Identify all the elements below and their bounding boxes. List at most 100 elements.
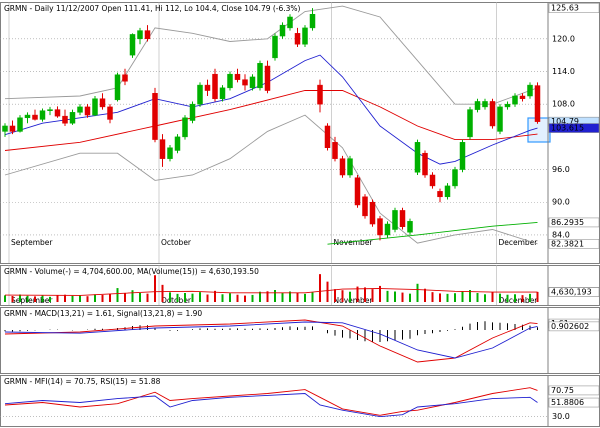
candle-body — [309, 14, 316, 29]
volume-bar — [109, 293, 111, 302]
candle-body — [504, 103, 511, 108]
candle-body — [182, 117, 188, 138]
candle-body — [497, 106, 503, 132]
candle-body — [287, 16, 293, 29]
value-marker — [548, 385, 600, 396]
volume-bar — [266, 291, 269, 302]
candle-body — [227, 73, 233, 89]
volume-bar — [431, 292, 434, 302]
candle-body — [354, 177, 361, 206]
volume-bar — [484, 294, 486, 302]
candle-body — [369, 201, 376, 225]
candle-body — [62, 115, 68, 124]
volume-bar — [79, 295, 81, 302]
candle-body — [362, 196, 368, 217]
candle-body — [474, 101, 481, 110]
volume-bar — [176, 293, 179, 302]
volume-bar — [356, 286, 359, 302]
volume-bar — [349, 291, 351, 302]
volume-bar — [334, 289, 336, 302]
volume-bar — [521, 295, 524, 302]
candle-body — [347, 158, 353, 176]
volume-bar — [11, 296, 14, 302]
candle-body — [332, 142, 338, 159]
volume-bar — [4, 295, 6, 302]
volume-bar — [454, 293, 456, 302]
volume-bar — [191, 293, 194, 302]
volume-bar — [101, 294, 104, 302]
volume-bar — [199, 292, 201, 302]
candle-body — [459, 142, 466, 170]
volume-bar — [364, 287, 366, 302]
candle-body — [234, 73, 241, 80]
volume-bar — [371, 289, 374, 302]
volume-bar — [139, 293, 141, 302]
value-marker — [548, 239, 600, 249]
series-line — [4, 387, 538, 416]
volume-bar — [71, 295, 74, 302]
candle-body — [69, 112, 76, 124]
candle-body — [189, 103, 196, 121]
volume-bar — [154, 275, 156, 302]
y-tick-label: 90.0 — [552, 198, 570, 207]
x-tick-label: December — [499, 296, 539, 305]
volume-bar — [236, 294, 239, 302]
y-tick-label: 30.0 — [552, 412, 570, 421]
volume-bar — [386, 290, 389, 302]
candle-body — [512, 95, 518, 105]
volume-bar — [446, 293, 449, 302]
value-marker-label: 125.63 — [551, 4, 579, 13]
volume-bar — [221, 294, 224, 302]
y-tick-label: 108.0 — [552, 100, 575, 109]
candle-body — [377, 218, 383, 236]
candle-body — [122, 74, 128, 82]
candle-body — [2, 125, 8, 132]
candle-body — [167, 147, 173, 159]
series-line — [4, 393, 538, 418]
candle-body — [137, 30, 143, 40]
volume-bar — [469, 290, 471, 302]
candle-body — [444, 185, 451, 198]
value-marker — [548, 123, 600, 133]
candle-body — [84, 106, 91, 116]
candle-body — [152, 93, 158, 140]
candle-body — [17, 117, 23, 132]
volume-bar — [409, 293, 411, 302]
volume-bar — [341, 290, 344, 302]
x-tick-label: October — [161, 296, 192, 305]
value-marker — [548, 217, 600, 228]
candle-body — [414, 142, 421, 173]
volume-bar — [26, 295, 29, 302]
candle-body — [9, 125, 16, 132]
candle-body — [257, 63, 263, 89]
volume-bar — [536, 291, 539, 302]
candle-body — [32, 114, 38, 120]
candle-body — [114, 74, 121, 101]
candle-body — [39, 110, 46, 120]
candle-body — [279, 24, 286, 37]
volume-bar — [94, 294, 96, 302]
value-marker-label: 51.8806 — [551, 398, 584, 407]
candle-body — [144, 30, 151, 40]
volume-bar — [206, 294, 209, 302]
candle-body — [339, 158, 346, 176]
candle-body — [324, 125, 331, 149]
candle-body — [159, 139, 166, 159]
x-tick-label: November — [334, 296, 374, 305]
volume-bar — [86, 296, 89, 302]
candle-body — [272, 35, 278, 59]
candle-body — [99, 98, 106, 108]
volume-bar — [214, 290, 216, 302]
volume-bar — [394, 291, 396, 302]
y-tick-label: 96.0 — [552, 165, 570, 174]
candle-body — [294, 33, 301, 45]
volume-bar — [529, 293, 531, 302]
series-line — [4, 114, 538, 245]
value-marker-label: 0.902602 — [551, 322, 589, 331]
series-line — [4, 288, 538, 296]
volume-bar — [281, 292, 284, 302]
series-line — [327, 221, 538, 245]
value-marker-label: 82.3821 — [551, 239, 584, 248]
candle-body — [482, 101, 488, 108]
